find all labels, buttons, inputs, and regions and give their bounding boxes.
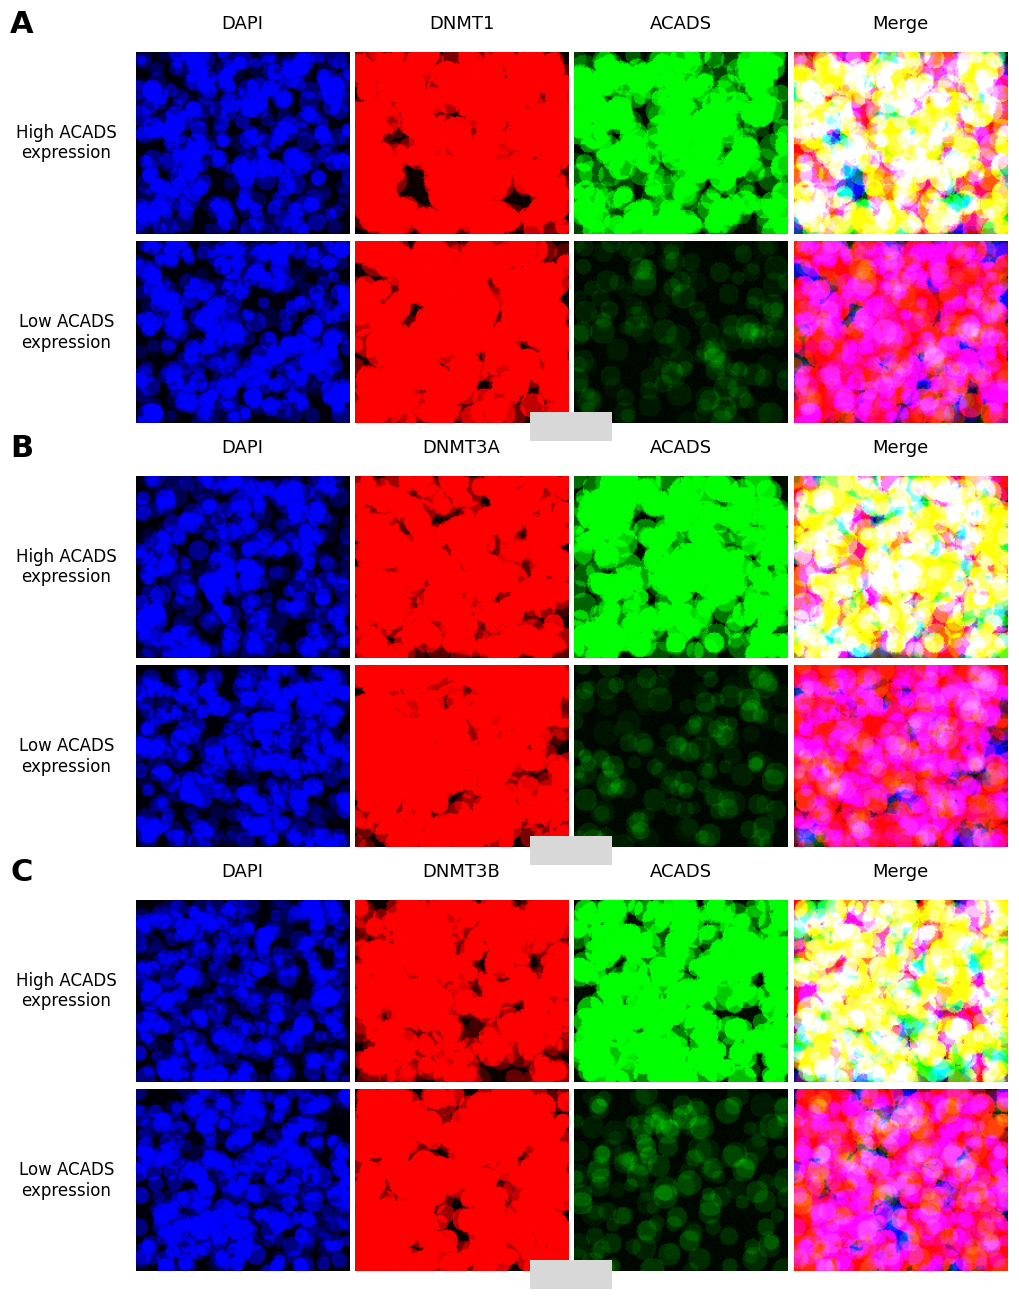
Text: High ACADS
expression: High ACADS expression — [16, 548, 116, 587]
Text: ACADS: ACADS — [649, 14, 711, 32]
Text: Merge: Merge — [871, 439, 927, 457]
Text: Low ACADS
expression: Low ACADS expression — [18, 313, 114, 352]
Text: A: A — [10, 10, 34, 39]
Text: C: C — [10, 858, 33, 888]
Text: High ACADS
expression: High ACADS expression — [16, 972, 116, 1010]
Text: DNMT1: DNMT1 — [428, 14, 494, 32]
Text: DAPI: DAPI — [221, 14, 263, 32]
Text: Merge: Merge — [871, 14, 927, 32]
Text: Merge: Merge — [871, 863, 927, 880]
Text: Low ACADS
expression: Low ACADS expression — [18, 1160, 114, 1199]
Text: DAPI: DAPI — [221, 863, 263, 880]
Text: B: B — [10, 435, 34, 463]
Text: DAPI: DAPI — [221, 439, 263, 457]
Text: High ACADS
expression: High ACADS expression — [16, 123, 116, 162]
Text: ACADS: ACADS — [649, 863, 711, 880]
Text: DNMT3B: DNMT3B — [422, 863, 500, 880]
Text: DNMT3A: DNMT3A — [422, 439, 500, 457]
Text: ACADS: ACADS — [649, 439, 711, 457]
Text: Low ACADS
expression: Low ACADS expression — [18, 737, 114, 775]
